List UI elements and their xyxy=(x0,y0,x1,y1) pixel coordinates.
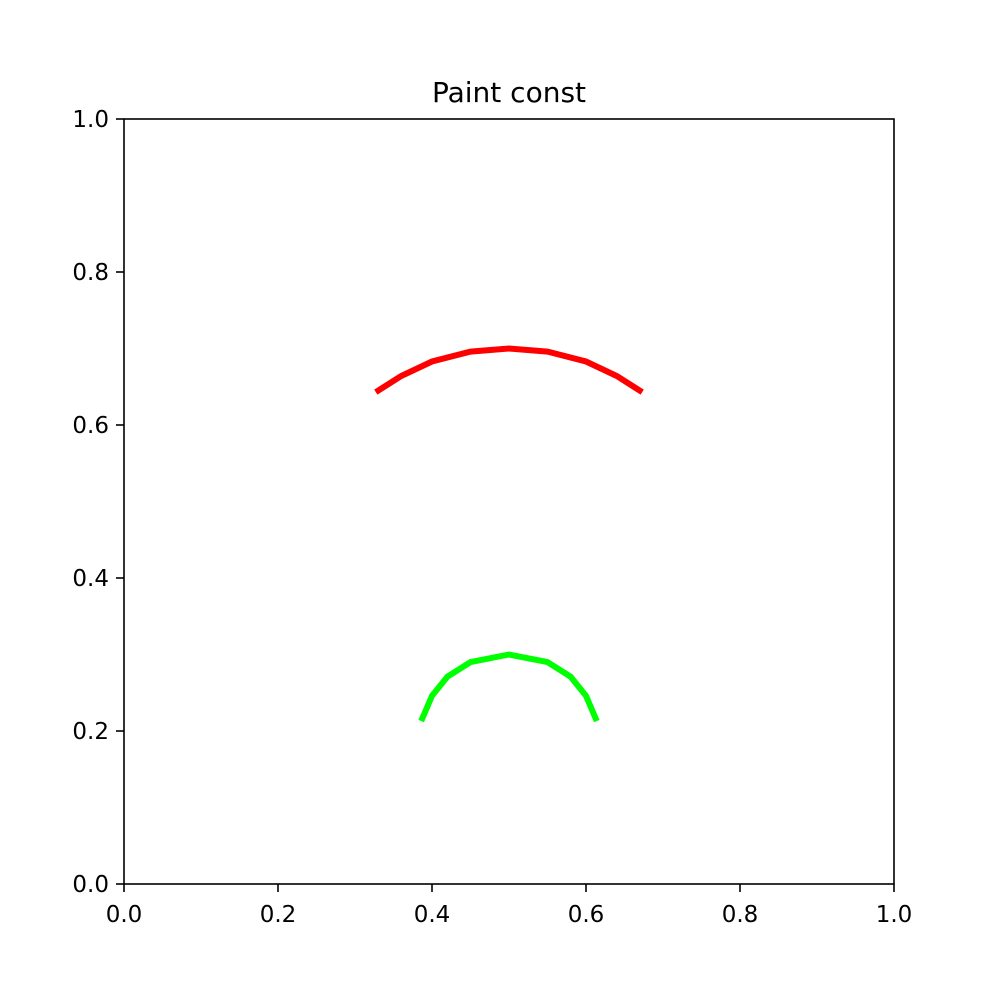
series-line-1 xyxy=(374,345,644,395)
y-tick-label: 0.4 xyxy=(72,566,109,592)
y-tick-label: 0.2 xyxy=(72,719,109,745)
x-tick-label: 0.0 xyxy=(106,902,143,928)
plot-area xyxy=(374,345,644,723)
y-tick-label: 1.0 xyxy=(72,107,109,133)
x-tick-label: 1.0 xyxy=(876,902,913,928)
x-tick-label: 0.4 xyxy=(414,902,451,928)
axes: 0.0 0.2 0.4 0.6 0.8 1.0 0.0 0.2 0.4 0.6 0.8 1.0 xyxy=(72,107,912,928)
axes-frame xyxy=(123,118,895,885)
series-line-2 xyxy=(418,651,600,723)
chart-title: Paint const xyxy=(432,76,586,109)
y-tick-label: 0.8 xyxy=(72,260,109,286)
y-tick-label: 0.0 xyxy=(72,872,109,898)
x-tick-label: 0.6 xyxy=(568,902,605,928)
y-tick-label: 0.6 xyxy=(72,413,109,439)
x-tick-label: 0.2 xyxy=(260,902,297,928)
x-tick-label: 0.8 xyxy=(722,902,759,928)
